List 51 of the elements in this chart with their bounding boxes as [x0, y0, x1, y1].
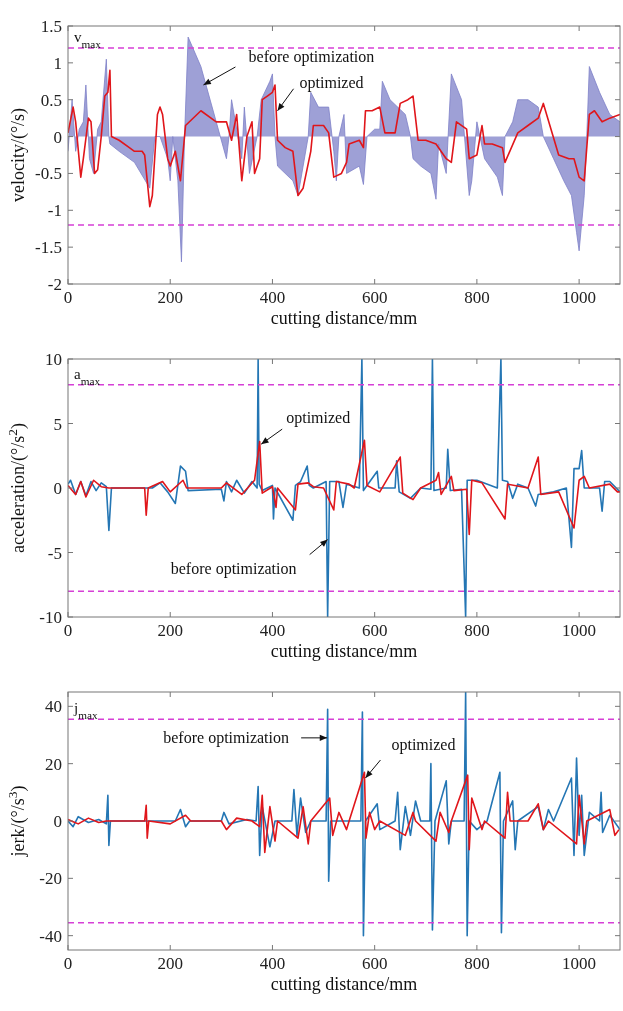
y-tick-label: -1: [47, 201, 62, 221]
x-tick-label: 800: [464, 621, 490, 640]
x-tick-label: 400: [259, 621, 286, 640]
line-series: [68, 69, 620, 208]
annotation: before optimization: [248, 47, 375, 66]
x-tick-label: 600: [361, 288, 388, 307]
x-tick-label: 200: [157, 288, 183, 307]
x-tick-label: 800: [464, 954, 490, 973]
y-tick-label: -10: [39, 608, 62, 627]
annotation: before optimization: [170, 559, 297, 578]
x-tick-label: 200: [157, 954, 183, 973]
y-tick-label: 0: [53, 479, 62, 498]
ref-line-label: a$_{max}$: [74, 365, 101, 387]
x-axis-title: cutting distance/mm: [270, 641, 418, 661]
x-tick-label: 800: [464, 288, 490, 307]
y-tick-label: 5: [53, 414, 62, 434]
y-tick-label: -5: [47, 543, 62, 563]
annotation: before optimization: [163, 728, 289, 747]
x-tick-label: 1000: [562, 954, 597, 973]
y-tick-label: 0: [53, 127, 62, 147]
x-axis-title: cutting distance/mm: [270, 974, 418, 994]
x-tick-label: 400: [259, 288, 286, 307]
y-tick-label: -20: [39, 869, 62, 889]
y-tick-label: -0.5: [35, 164, 62, 184]
y-tick-label: 0: [53, 812, 62, 831]
x-tick-label: 600: [361, 954, 388, 973]
annotation: optimized: [299, 73, 364, 92]
x-axis-title: cutting distance/mm: [270, 308, 418, 328]
ref-line-label: j$_{max}$: [73, 700, 98, 722]
y-tick-label: 0.5: [40, 90, 62, 110]
y-tick-label: -40: [39, 926, 62, 946]
y-tick-label: 1.5: [40, 17, 62, 36]
line-series: [68, 692, 620, 937]
y-tick-label: -2: [47, 275, 62, 294]
y-tick-label: -1.5: [35, 238, 62, 258]
y-axis-title: velocity/(°/s): [8, 107, 29, 203]
x-tick-label: 1000: [562, 288, 597, 307]
y-tick-label: 20: [45, 754, 62, 774]
ref-line-label: v$_{max}$: [74, 29, 102, 51]
y-tick-label: 40: [45, 697, 62, 717]
y-tick-label: 10: [45, 350, 62, 369]
x-tick-label: 400: [259, 954, 286, 973]
x-tick-label: 200: [157, 621, 183, 640]
x-tick-label: 1000: [562, 621, 597, 640]
line-series: [68, 439, 620, 536]
line-series: [68, 359, 620, 617]
line-series: [68, 771, 620, 854]
y-tick-label: 1: [53, 53, 62, 73]
annotation: optimized: [286, 409, 351, 428]
annotation: optimized: [391, 736, 456, 754]
x-tick-label: 600: [361, 621, 388, 640]
